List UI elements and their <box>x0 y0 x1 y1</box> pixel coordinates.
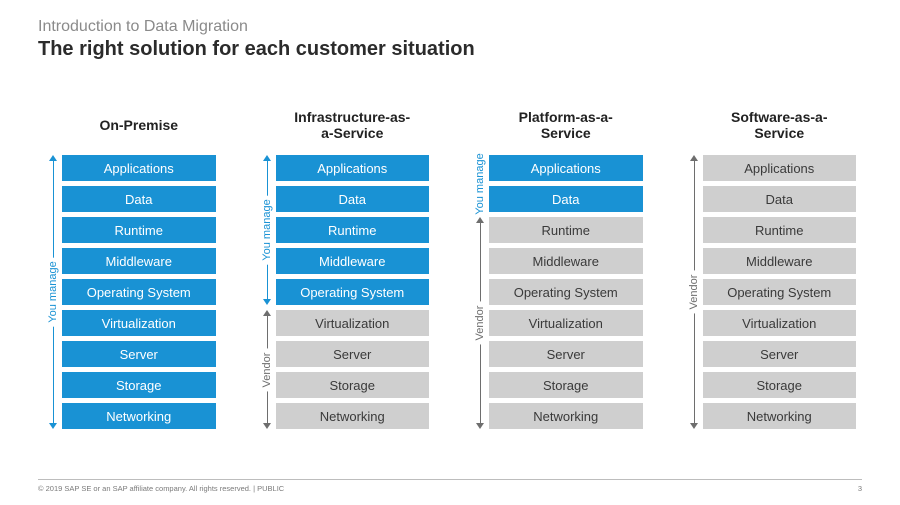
column: You manageVendorInfrastructure-as- a-Ser… <box>258 105 430 434</box>
slide: Introduction to Data Migration The right… <box>0 0 900 505</box>
layer-cell: Middleware <box>62 248 216 274</box>
rail-label: You manage <box>261 195 273 264</box>
slide-title: The right solution for each customer sit… <box>38 38 862 61</box>
layer-cell: Data <box>489 186 643 212</box>
column: You manage On-Premise Applications Data Runt… <box>44 105 216 434</box>
responsibility-rail: You manage Vendor <box>258 105 276 434</box>
rail-segment: Vendor <box>258 310 276 429</box>
layer-cell: Networking <box>489 403 643 429</box>
layer-cell: Networking <box>62 403 216 429</box>
rail-label: You manage <box>47 257 59 326</box>
layer-cell: Operating System <box>489 279 643 305</box>
layer-cell: Runtime <box>489 217 643 243</box>
footer: © 2019 SAP SE or an SAP affiliate compan… <box>38 479 862 493</box>
column-header: Platform-as-a- Service <box>489 105 643 145</box>
rail-segment: You manage <box>258 155 276 305</box>
responsibility-rail: You manage <box>44 105 62 434</box>
layer-cell: Virtualization <box>489 310 643 336</box>
layer-cell: Data <box>276 186 430 212</box>
layer-cell: Server <box>489 341 643 367</box>
responsibility-rail: You manage Vendor <box>471 105 489 434</box>
layer-cell: Virtualization <box>276 310 430 336</box>
footer-copyright: © 2019 SAP SE or an SAP affiliate compan… <box>38 484 284 493</box>
layer-cell: Server <box>62 341 216 367</box>
slide-pretitle: Introduction to Data Migration <box>38 18 862 36</box>
layer-cell: Storage <box>62 372 216 398</box>
layer-cell: Storage <box>489 372 643 398</box>
layer-cell: Operating System <box>276 279 430 305</box>
layer-cell: Data <box>62 186 216 212</box>
layer-cell: Virtualization <box>703 310 857 336</box>
footer-page: 3 <box>858 484 862 493</box>
layer-cell: Runtime <box>276 217 430 243</box>
layer-cell: Runtime <box>703 217 857 243</box>
column: You manage Vendor Platform-as-a- Service Ap… <box>471 105 643 434</box>
layer-cell: Runtime <box>62 217 216 243</box>
layer-cell: Applications <box>62 155 216 181</box>
column-header: Infrastructure-as- a-Service <box>276 105 430 145</box>
column-header: Software-as-a- Service <box>703 105 857 145</box>
rail-label: Vendor <box>688 271 700 314</box>
layer-cell: Storage <box>703 372 857 398</box>
layer-stack: Software-as-a- Service Applications Data Ru… <box>703 105 857 434</box>
rail-segment: Vendor <box>685 155 703 429</box>
layer-cell: Data <box>703 186 857 212</box>
column-header: On-Premise <box>62 105 216 145</box>
layer-cell: Server <box>703 341 857 367</box>
layer-cell: Virtualization <box>62 310 216 336</box>
columns-container: You manage On-Premise Applications Data Runt… <box>38 105 862 434</box>
responsibility-rail: Vendor <box>685 105 703 434</box>
layer-cell: Middleware <box>489 248 643 274</box>
layer-stack: Platform-as-a- Service Applications Data Ru… <box>489 105 643 434</box>
layer-cell: Applications <box>276 155 430 181</box>
rail-label: You manage <box>474 149 486 218</box>
layer-cell: Networking <box>703 403 857 429</box>
layer-cell: Operating System <box>703 279 857 305</box>
layer-cell: Applications <box>703 155 857 181</box>
rail-label: Vendor <box>474 302 486 345</box>
rail-segment: Vendor <box>471 217 489 429</box>
rail-segment: You manage <box>44 155 62 429</box>
layer-cell: Networking <box>276 403 430 429</box>
layer-cell: Middleware <box>276 248 430 274</box>
layer-cell: Applications <box>489 155 643 181</box>
column: Vendor Software-as-a- Service Applications… <box>685 105 857 434</box>
layer-cell: Operating System <box>62 279 216 305</box>
rail-label: Vendor <box>261 348 273 391</box>
layer-stack: Infrastructure-as- a-Service Applications… <box>276 105 430 434</box>
layer-cell: Storage <box>276 372 430 398</box>
rail-segment: You manage <box>471 155 489 212</box>
layer-cell: Middleware <box>703 248 857 274</box>
layer-cell: Server <box>276 341 430 367</box>
layer-stack: On-Premise Applications Data Runtime Middlew… <box>62 105 216 434</box>
